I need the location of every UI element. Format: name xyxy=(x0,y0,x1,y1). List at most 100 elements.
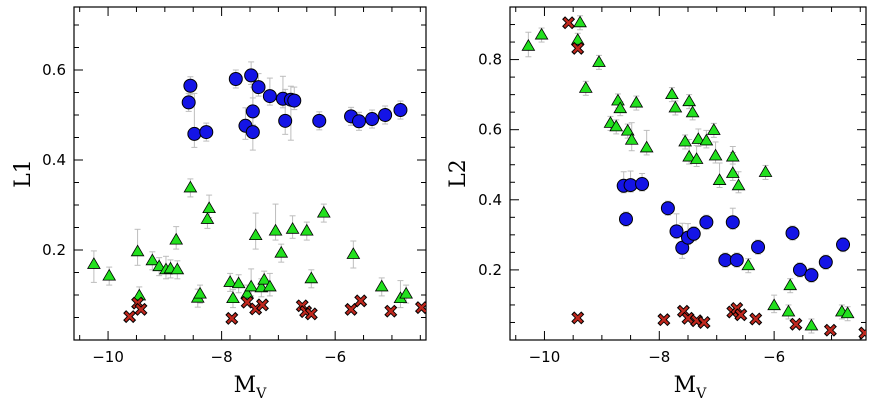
triangle-marker xyxy=(731,178,746,191)
triangle-marker xyxy=(609,119,624,132)
triangle-marker xyxy=(682,94,697,107)
y-tick-label: 0.4 xyxy=(42,151,66,169)
cross-marker xyxy=(734,308,748,322)
triangle-marker xyxy=(691,132,706,144)
circle-marker xyxy=(183,78,198,93)
cross-marker xyxy=(123,310,137,324)
circle-marker xyxy=(618,212,633,227)
circle-marker xyxy=(699,215,714,230)
triangle-marker xyxy=(639,140,654,153)
y-tick-label: 0.8 xyxy=(478,51,502,69)
cross-marker xyxy=(823,323,837,337)
cross-marker xyxy=(384,304,398,318)
x-tick-label: −10 xyxy=(92,348,124,366)
triangle-marker xyxy=(169,232,184,245)
y-tick-label: 0.2 xyxy=(42,241,66,259)
y-tick-label: 0.4 xyxy=(478,191,502,209)
cross-marker xyxy=(697,315,711,329)
triangle-marker xyxy=(285,222,300,234)
triangle-marker xyxy=(678,134,693,147)
triangle-marker xyxy=(699,133,714,146)
triangle-marker xyxy=(668,100,683,113)
circle-marker xyxy=(228,72,243,86)
circle-marker xyxy=(729,253,744,268)
triangle-marker xyxy=(274,245,289,258)
circle-marker xyxy=(792,262,807,277)
circle-marker xyxy=(199,125,214,140)
triangle-marker xyxy=(725,166,740,178)
triangle-marker xyxy=(689,152,704,164)
triangle-marker xyxy=(592,55,606,67)
triangle-marker xyxy=(102,268,117,281)
x-axis-label: MV xyxy=(234,373,268,402)
triangle-marker xyxy=(202,201,216,214)
cross-marker xyxy=(571,311,585,325)
triangle-marker xyxy=(346,247,361,259)
circle-marker xyxy=(378,108,393,122)
triangle-marker xyxy=(299,223,314,236)
cross-marker xyxy=(344,302,358,316)
x-tick-label: −8 xyxy=(648,348,670,366)
circle-marker xyxy=(312,113,327,128)
plot-frame xyxy=(509,6,867,341)
triangle-marker xyxy=(262,279,277,292)
triangle-marker xyxy=(244,279,259,292)
plot-area xyxy=(521,15,866,340)
triangle-marker xyxy=(399,286,414,299)
triangle-marker xyxy=(248,228,263,241)
circle-marker xyxy=(660,201,675,216)
circle-marker xyxy=(365,112,380,127)
x-tick-label: −8 xyxy=(211,348,233,366)
circle-marker xyxy=(751,240,766,255)
cross-marker xyxy=(571,41,585,55)
cross-marker xyxy=(681,311,695,325)
triangle-marker xyxy=(521,38,536,51)
panel-right-l2: −10 −8 −6 0.2 0.4 0.6 0.8 MV L2 xyxy=(446,6,867,402)
triangle-marker xyxy=(193,286,207,299)
triangle-marker xyxy=(783,278,798,291)
triangle-marker xyxy=(840,306,855,319)
cross-marker xyxy=(225,311,239,325)
triangle-marker xyxy=(781,304,796,317)
circle-marker xyxy=(623,178,638,193)
cross-marker xyxy=(354,294,368,308)
x-axis-label: MV xyxy=(674,373,708,402)
plot-area xyxy=(86,61,426,325)
cross-marker xyxy=(256,298,269,312)
cross-marker xyxy=(134,302,148,316)
circle-marker xyxy=(725,215,740,230)
y-axis-label: L2 xyxy=(446,159,471,188)
circle-marker xyxy=(686,226,701,241)
cross-marker xyxy=(858,326,866,340)
circle-marker xyxy=(251,80,266,95)
triangle-marker xyxy=(145,253,160,266)
circle-marker xyxy=(262,89,277,104)
triangle-marker xyxy=(578,81,593,93)
triangle-marker xyxy=(130,244,145,257)
triangle-marker xyxy=(804,318,819,331)
triangle-marker xyxy=(223,275,238,287)
triangle-marker xyxy=(725,149,740,162)
triangle-marker xyxy=(573,15,587,28)
triangle-marker xyxy=(226,291,240,304)
triangle-marker xyxy=(620,123,635,136)
circle-marker xyxy=(818,255,833,270)
cross-marker xyxy=(789,317,803,331)
triangle-marker xyxy=(240,286,255,299)
panel-left-l1: −10 −8 −6 0.2 0.4 0.6 MV L1 xyxy=(11,6,427,402)
cross-marker xyxy=(562,16,576,30)
circle-marker xyxy=(244,68,259,83)
cross-marker xyxy=(749,312,763,326)
circle-marker xyxy=(635,177,650,192)
triangle-marker xyxy=(682,149,697,162)
circle-marker xyxy=(278,113,293,128)
triangle-marker xyxy=(374,279,389,292)
x-tick-label: −6 xyxy=(324,348,346,366)
triangle-marker xyxy=(200,212,215,224)
triangle-marker xyxy=(629,95,644,108)
triangle-marker xyxy=(741,258,756,271)
circle-marker xyxy=(804,268,819,283)
cross-marker xyxy=(657,313,671,327)
triangle-marker xyxy=(624,132,639,145)
